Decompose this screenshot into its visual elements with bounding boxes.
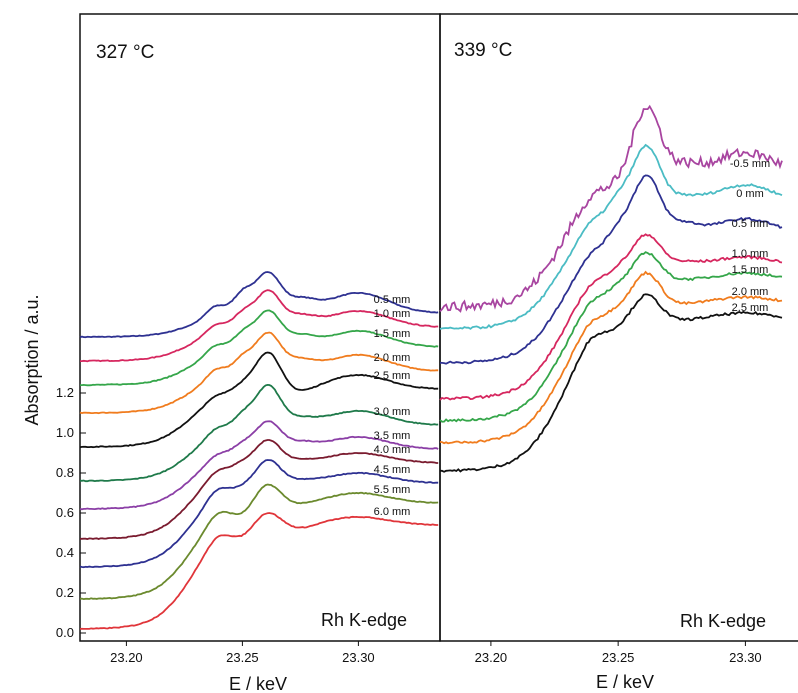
series-line-right-1p5mm [439,251,783,423]
y-tick-label: 0.4 [56,545,74,560]
series-line-left-3p5mm [79,420,439,511]
y-axis-title: Absorption / a.u. [22,294,42,425]
series-label-left-0p5mm: 0.5 mm [374,294,411,306]
series-line-left-4p5mm [79,459,439,569]
series-label-left-3p0mm: 3.0 mm [374,406,411,418]
series-label-right-2p0mm: 2.0 mm [732,286,769,298]
series-label-left-3p5mm: 3.5 mm [374,430,411,442]
y-tick-label: 0.8 [56,465,74,480]
series-label-right-1p0mm: 1.0 mm [732,248,769,260]
right-x-axis-title: E / keV [596,672,654,692]
right-panel-temperature: 339 °C [454,40,512,61]
series-line-right-0p5mm [439,174,783,365]
series-line-left-6p0mm [79,512,439,630]
right-panel-curves [439,104,783,473]
right-panel-series-labels: -0.5 mm 0 mm 0.5 mm 1.0 mm 1.5 mm 2.0 mm 2.5 m… [730,158,770,314]
left-panel-series-labels: 0.5 mm 1.0 mm 1.5 mm 2.0 mm 2.5 mm 3.0 mm 3.5 … [374,294,411,518]
series-label-right-neg0p5mm: -0.5 mm [730,158,770,170]
x-tick-label: 23.30 [729,650,762,665]
x-tick-label: 23.20 [475,650,508,665]
series-label-left-1p5mm: 1.5 mm [374,328,411,340]
series-line-left-4p0mm [80,439,439,541]
y-tick-label: 0.0 [56,625,74,640]
series-label-left-5p5mm: 5.5 mm [374,484,411,496]
left-panel-temperature: 327 °C [96,42,154,63]
series-line-right-2p0mm [439,270,783,445]
series-label-right-2p5mm: 2.5 mm [732,302,769,314]
series-label-left-2p0mm: 2.0 mm [374,352,411,364]
x-tick-label: 23.25 [226,650,259,665]
left-panel-edge-label: Rh K-edge [321,610,407,630]
series-line-left-5p5mm [79,483,439,601]
right-panel-frame [439,13,798,642]
series-line-left-0p5mm [79,271,439,339]
right-x-axis: 23.20 23.25 23.30 [475,641,762,665]
series-label-left-4p5mm: 4.5 mm [374,464,411,476]
y-tick-label: 0.2 [56,585,74,600]
series-label-right-0p5mm: 0.5 mm [732,218,769,230]
y-tick-label: 0.6 [56,505,74,520]
series-line-left-1p0mm [80,289,439,363]
left-panel-curves [79,271,439,630]
series-line-left-3p0mm [79,383,439,483]
series-label-left-2p5mm: 2.5 mm [374,370,411,382]
series-label-right-1p5mm: 1.5 mm [732,264,769,276]
y-tick-label: 1.2 [56,385,74,400]
x-tick-label: 23.30 [342,650,375,665]
series-label-left-1p0mm: 1.0 mm [374,308,411,320]
series-line-left-2p5mm [79,351,439,449]
right-panel-edge-label: Rh K-edge [680,611,766,631]
left-x-axis-title: E / keV [229,674,287,693]
x-tick-label: 23.25 [602,650,635,665]
x-tick-label: 23.20 [110,650,143,665]
series-line-right-2p5mm [440,293,783,473]
y-tick-label: 1.0 [56,425,74,440]
series-line-left-1p5mm [79,309,439,387]
series-label-left-6p0mm: 6.0 mm [374,506,411,518]
left-x-axis: 23.20 23.25 23.30 [110,641,375,665]
y-axis: 1.2 1.0 0.8 0.6 0.4 0.2 0.0 [56,385,86,640]
series-label-right-0mm: 0 mm [736,188,764,200]
series-line-right-neg0p5mm [439,104,783,313]
series-line-right-0mm [439,143,783,330]
series-line-right-1p0mm [439,233,783,401]
series-line-left-2p0mm [79,331,439,415]
series-label-left-4p0mm: 4.0 mm [374,444,411,456]
